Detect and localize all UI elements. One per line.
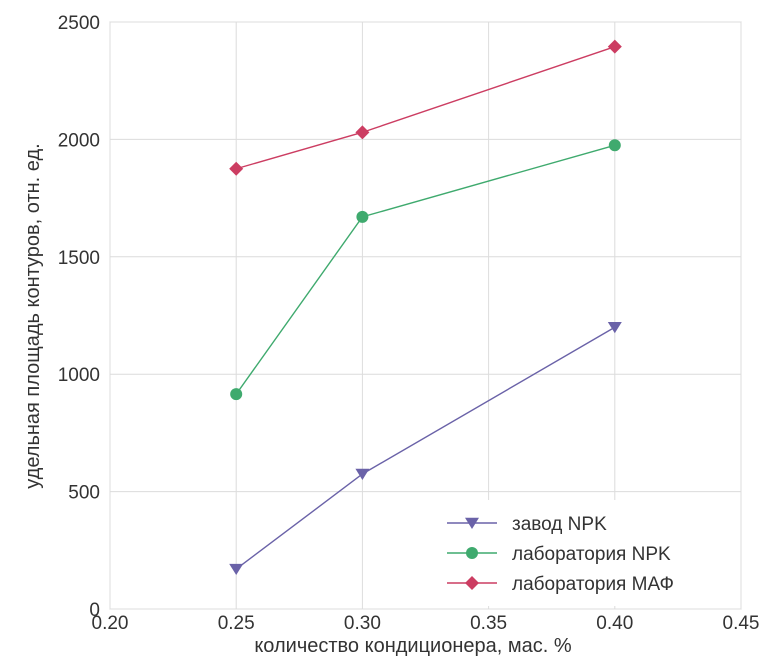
legend: завод NPK лаборатория NPK лаборатория МАФ — [440, 500, 730, 606]
legend-swatch-marker — [466, 547, 478, 559]
data-point — [229, 563, 244, 576]
y-axis-label: удельная площадь контуров, отн. ед. — [22, 143, 44, 488]
data-point — [229, 161, 244, 176]
series-3 — [229, 39, 622, 176]
data-point — [608, 139, 621, 152]
y-tick-label: 2000 — [58, 130, 100, 151]
y-tick-label: 2500 — [58, 13, 100, 34]
data-point — [607, 39, 622, 54]
y-tick-label: 1500 — [58, 248, 100, 269]
x-tick-label: 0.20 — [92, 613, 129, 634]
x-tick-label: 0.25 — [218, 613, 255, 634]
series-2 — [230, 139, 621, 401]
legend-swatch-marker — [465, 517, 479, 529]
y-tick-label: 1000 — [58, 365, 100, 386]
y-tick-label: 0 — [89, 600, 100, 621]
x-tick-label: 0.35 — [470, 613, 507, 634]
x-tick-labels: 0.20 0.25 0.30 0.35 0.40 0.45 — [92, 613, 759, 634]
series-1 — [229, 321, 622, 576]
x-tick-label: 0.30 — [344, 613, 381, 634]
y-tick-label: 500 — [68, 483, 100, 504]
series-line — [235, 144, 615, 395]
legend-label: лаборатория NPK — [512, 544, 671, 565]
legend-label: завод NPK — [512, 514, 607, 535]
x-tick-label: 0.45 — [723, 613, 759, 634]
series-group — [229, 39, 622, 576]
data-point — [355, 468, 370, 480]
data-point — [607, 321, 622, 334]
legend-label: лаборатория МАФ — [512, 574, 674, 595]
x-axis-label: количество кондиционера, мас. % — [254, 635, 572, 657]
data-point — [230, 388, 243, 401]
data-point — [356, 210, 369, 223]
x-tick-label: 0.40 — [596, 613, 633, 634]
y-tick-labels: 0 500 1000 1500 2000 2500 — [58, 13, 100, 621]
data-point — [355, 125, 370, 140]
series-line — [236, 45, 616, 170]
legend-swatch-marker — [465, 576, 479, 590]
